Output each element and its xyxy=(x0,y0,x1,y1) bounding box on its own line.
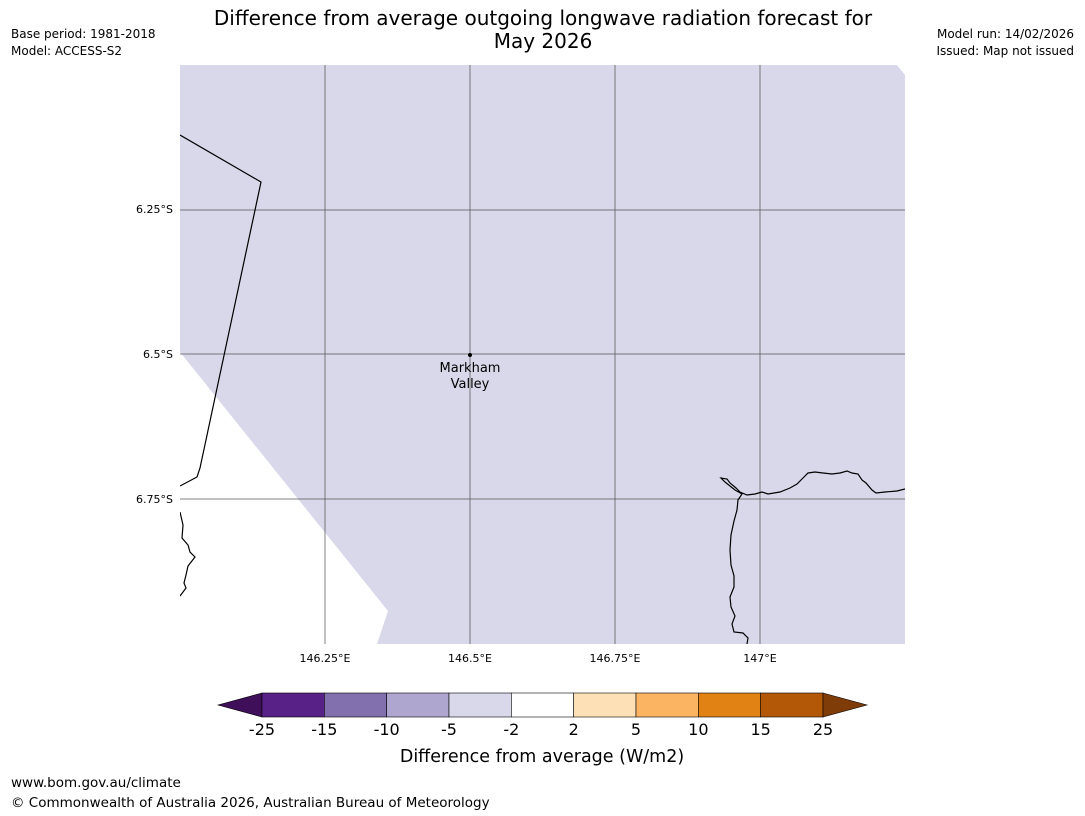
footer-copyright: © Commonwealth of Australia 2026, Austra… xyxy=(11,795,490,811)
lon-label-146.25: 146.25°E xyxy=(300,652,351,665)
colorbar-tick-label: -5 xyxy=(441,720,457,739)
colorbar-tick-label: 25 xyxy=(813,720,833,739)
colorbar-tick-labels: -25 -15 -10 -5 -2 2 5 10 15 25 xyxy=(249,720,833,739)
model-run-text: Model run: 14/02/2026 xyxy=(936,27,1074,41)
map-title-line2: May 2026 xyxy=(493,29,593,53)
place-marker-markham-valley xyxy=(468,353,472,357)
coastline-west xyxy=(180,511,196,597)
colorbar-over-arrow xyxy=(822,692,869,718)
colorbar-bins xyxy=(261,692,824,718)
colorbar-tick-label: 10 xyxy=(688,720,708,739)
lon-label-146.75: 146.75°E xyxy=(590,652,641,665)
coastline-east xyxy=(719,470,905,644)
place-label-line1: Markham xyxy=(440,361,501,376)
lat-label-6.75: 6.75°S xyxy=(136,493,173,506)
colorbar-bin-7 xyxy=(698,692,761,718)
lat-label-6.5: 6.5°S xyxy=(143,348,173,361)
map-area xyxy=(180,65,905,644)
colorbar-bin-6 xyxy=(635,692,699,718)
border-line xyxy=(180,134,262,487)
colorbar-tick-label: -10 xyxy=(374,720,400,739)
metadata-left: Base period: 1981-2018 Model: ACCESS-S2 xyxy=(11,26,156,60)
issued-status-text: Issued: Map not issued xyxy=(936,44,1074,58)
colorbar-tick-label: -2 xyxy=(503,720,519,739)
footer-url: www.bom.gov.au/climate xyxy=(11,775,181,791)
colorbar-tick-label: -15 xyxy=(311,720,337,739)
colorbar-bin-3 xyxy=(448,692,512,718)
colorbar-tick-label: 2 xyxy=(569,720,579,739)
colorbar-bin-4 xyxy=(511,692,574,718)
model-name-text: Model: ACCESS-S2 xyxy=(11,44,123,58)
base-period-text: Base period: 1981-2018 xyxy=(11,27,156,41)
lat-label-6.25: 6.25°S xyxy=(136,203,173,216)
colorbar: -25 -15 -10 -5 -2 2 5 10 15 25 Difference from av… xyxy=(216,692,869,767)
map-title: Difference from average outgoing longwav… xyxy=(180,7,906,53)
colorbar-label: Difference from average (W/m2) xyxy=(400,747,684,767)
colorbar-bin-2 xyxy=(386,692,450,718)
colorbar-bin-8 xyxy=(760,692,824,718)
colorbar-under-arrow xyxy=(216,692,263,718)
map-title-line1: Difference from average outgoing longwav… xyxy=(213,6,873,30)
colorbar-bin-5 xyxy=(573,692,637,718)
lon-label-146.5: 146.5°E xyxy=(448,652,492,665)
metadata-right: Model run: 14/02/2026 Issued: Map not is… xyxy=(936,26,1074,60)
place-label-line2: Valley xyxy=(451,377,490,392)
colorbar-bin-0 xyxy=(261,692,325,718)
colorbar-bin-1 xyxy=(324,692,387,718)
colorbar-tick-label: 15 xyxy=(750,720,770,739)
colorbar-tick-label: -25 xyxy=(249,720,275,739)
lon-label-147: 147°E xyxy=(743,652,776,665)
colorbar-tick-label: 5 xyxy=(631,720,641,739)
